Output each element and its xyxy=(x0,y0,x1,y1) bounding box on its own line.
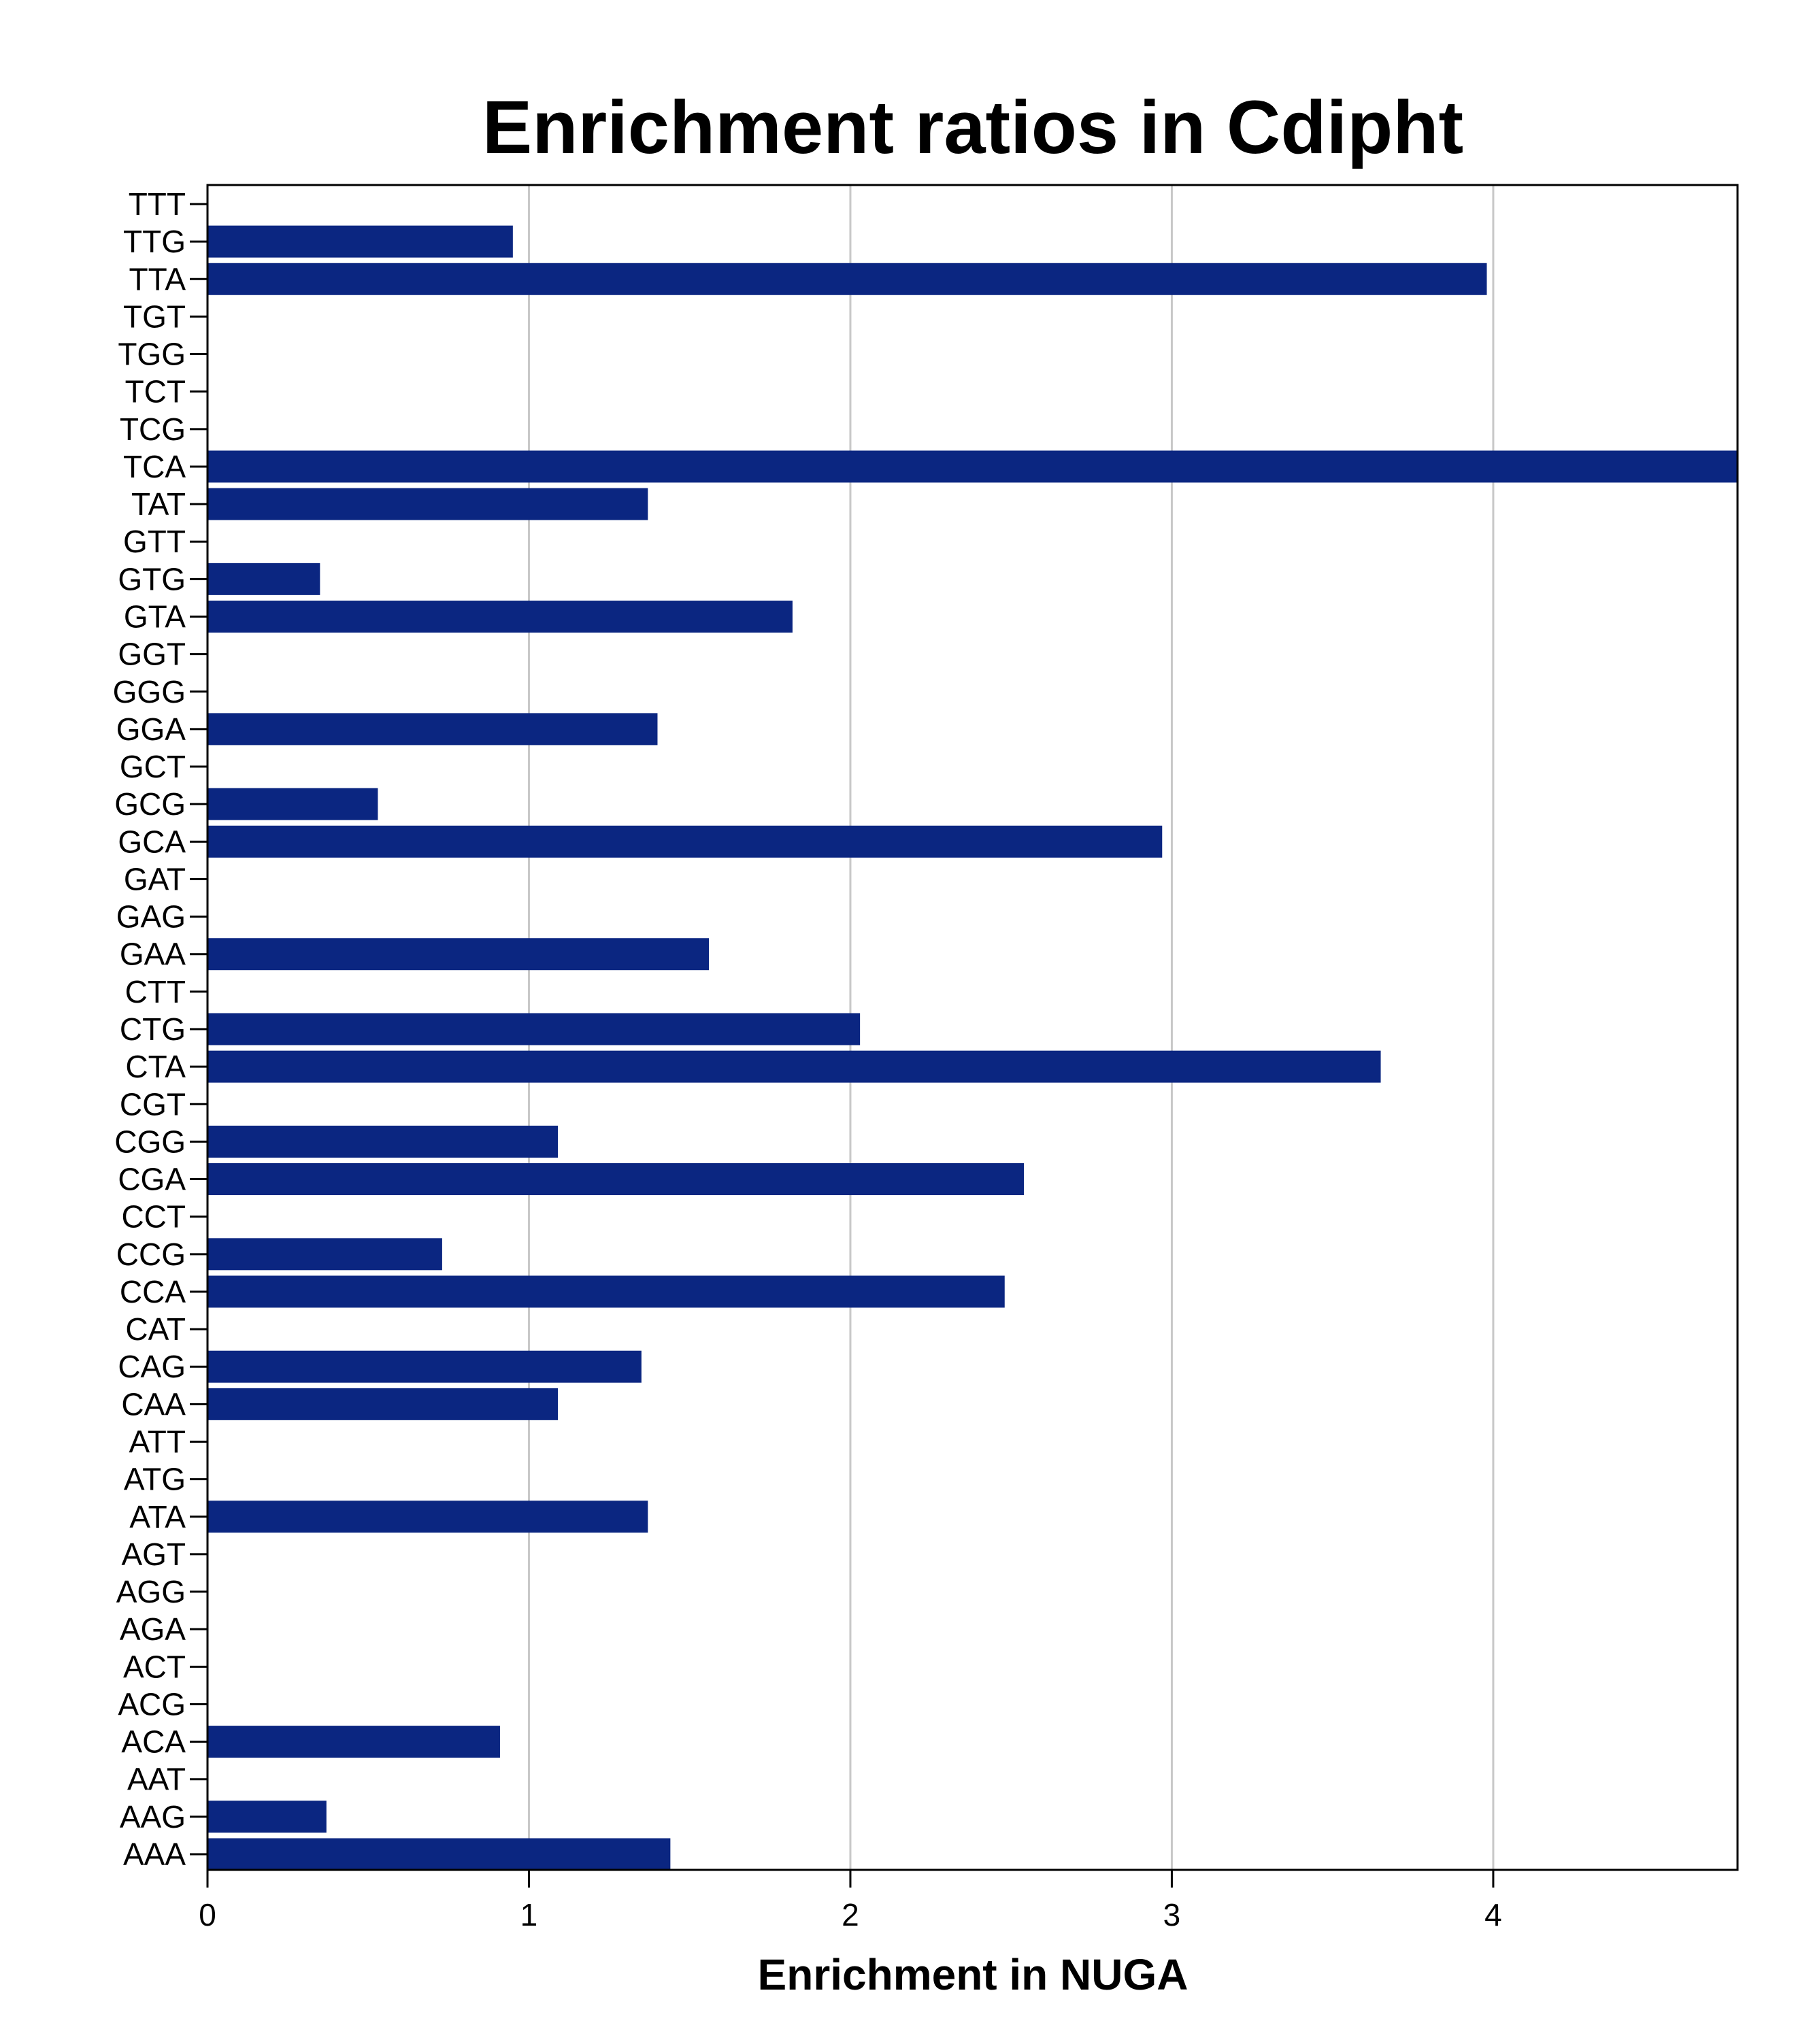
y-tick-label: TCG xyxy=(120,412,186,447)
y-tick-label: TAT xyxy=(131,486,186,522)
y-tick-label: CGT xyxy=(120,1086,186,1122)
bar-aaa xyxy=(207,1838,671,1871)
y-tick-label: ATT xyxy=(129,1424,186,1460)
y-tick-label: CTT xyxy=(125,974,186,1009)
y-tick-label: GGT xyxy=(118,637,186,672)
bar-gca xyxy=(207,825,1163,858)
x-axis-label: Enrichment in NUGA xyxy=(758,1950,1189,1999)
bar-cga xyxy=(207,1163,1025,1196)
y-tick-label: CCT xyxy=(121,1199,186,1235)
y-tick-label: CTA xyxy=(125,1049,186,1084)
bar-tca xyxy=(207,450,1738,483)
y-tick-label: CCA xyxy=(120,1274,186,1309)
x-axis: 0 1 2 3 4 xyxy=(199,1870,1502,1932)
bar-aag xyxy=(207,1800,327,1833)
y-tick-label: TGG xyxy=(118,337,186,372)
y-tick-label: GTG xyxy=(118,561,186,597)
y-tick-label: ACA xyxy=(121,1724,186,1760)
y-tick-label: TTT xyxy=(129,186,186,222)
bar-cgg xyxy=(207,1125,559,1158)
y-tick-label: GAA xyxy=(120,937,186,972)
bar-ccg xyxy=(207,1238,442,1271)
bar-aca xyxy=(207,1726,500,1758)
y-tick-label: CAA xyxy=(121,1386,186,1422)
y-tick-label: TGT xyxy=(123,299,186,334)
y-tick-label: TCT xyxy=(125,374,186,409)
y-tick-label: AGG xyxy=(116,1574,186,1609)
y-tick-label: CGG xyxy=(114,1124,186,1159)
chart-title: Enrichment ratios in Cdipht xyxy=(482,86,1463,169)
y-axis: TTTTTGTTATGTTGGTCTTCGTCATATGTTGTGGTAGGTG… xyxy=(113,186,207,1872)
x-tick-label: 4 xyxy=(1484,1897,1502,1932)
bar-ctg xyxy=(207,1013,861,1045)
y-tick-label: ACG xyxy=(118,1686,186,1722)
x-tick-label: 3 xyxy=(1163,1897,1181,1932)
y-tick-label: GTT xyxy=(123,524,186,559)
bar-gga xyxy=(207,713,658,745)
y-tick-label: ATA xyxy=(129,1499,186,1535)
y-tick-label: AAG xyxy=(120,1799,186,1834)
y-tick-label: GCG xyxy=(114,786,186,822)
bar-caa xyxy=(207,1388,559,1420)
y-tick-label: TTG xyxy=(123,224,186,259)
y-tick-label: ATG xyxy=(124,1462,186,1497)
y-tick-label: AGA xyxy=(120,1611,186,1647)
bar-ata xyxy=(207,1501,648,1533)
bar-tta xyxy=(207,263,1487,295)
bar-gaa xyxy=(207,938,710,971)
y-tick-label: GGA xyxy=(116,711,186,747)
x-tick-label: 1 xyxy=(520,1897,538,1932)
y-tick-label: AGT xyxy=(121,1537,186,1572)
x-tick-label: 0 xyxy=(199,1897,216,1932)
y-tick-label: AAA xyxy=(123,1837,186,1872)
y-tick-label: GCT xyxy=(120,749,186,784)
bar-gtg xyxy=(207,563,320,595)
x-tick-label: 2 xyxy=(842,1897,859,1932)
bar-cca xyxy=(207,1275,1005,1308)
y-tick-label: TTA xyxy=(129,261,186,297)
bars xyxy=(207,225,1738,1871)
y-tick-label: GTA xyxy=(124,599,186,635)
y-tick-label: ACT xyxy=(123,1649,186,1684)
bar-cag xyxy=(207,1350,642,1383)
bar-gcg xyxy=(207,788,378,820)
y-tick-label: TCA xyxy=(123,449,186,484)
bar-tat xyxy=(207,488,648,520)
y-tick-label: GCA xyxy=(118,824,186,859)
y-tick-label: CAG xyxy=(118,1349,186,1384)
bar-cta xyxy=(207,1050,1381,1083)
y-tick-label: CTG xyxy=(120,1011,186,1047)
bar-gta xyxy=(207,601,793,633)
bar-ttg xyxy=(207,225,513,258)
plot-frame xyxy=(206,184,1739,1871)
y-tick-label: CCG xyxy=(116,1237,186,1272)
y-tick-label: GGG xyxy=(113,674,186,709)
y-tick-label: CGA xyxy=(118,1162,186,1197)
y-tick-label: GAT xyxy=(124,861,186,897)
y-tick-label: CAT xyxy=(125,1311,186,1347)
y-tick-label: AAT xyxy=(127,1762,186,1797)
y-tick-label: GAG xyxy=(116,899,186,935)
